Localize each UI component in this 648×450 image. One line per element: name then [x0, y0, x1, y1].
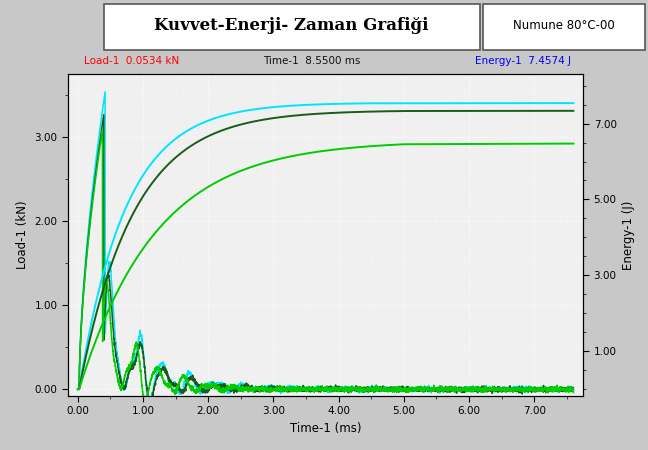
Y-axis label: Energy-1 (J): Energy-1 (J) — [622, 200, 635, 270]
Text: Kuvvet-Enerji- Zaman Grafiği: Kuvvet-Enerji- Zaman Grafiği — [154, 17, 429, 34]
Y-axis label: Load-1 (kN): Load-1 (kN) — [16, 201, 29, 270]
Text: Load-1  0.0534 kN: Load-1 0.0534 kN — [84, 56, 179, 66]
Text: Time-1  8.5500 ms: Time-1 8.5500 ms — [263, 56, 360, 66]
FancyBboxPatch shape — [104, 4, 480, 50]
FancyBboxPatch shape — [483, 4, 645, 50]
Text: Energy-1  7.4574 J: Energy-1 7.4574 J — [475, 56, 571, 66]
X-axis label: Time-1 (ms): Time-1 (ms) — [290, 422, 362, 435]
Text: Numune 80°C-00: Numune 80°C-00 — [513, 19, 615, 32]
